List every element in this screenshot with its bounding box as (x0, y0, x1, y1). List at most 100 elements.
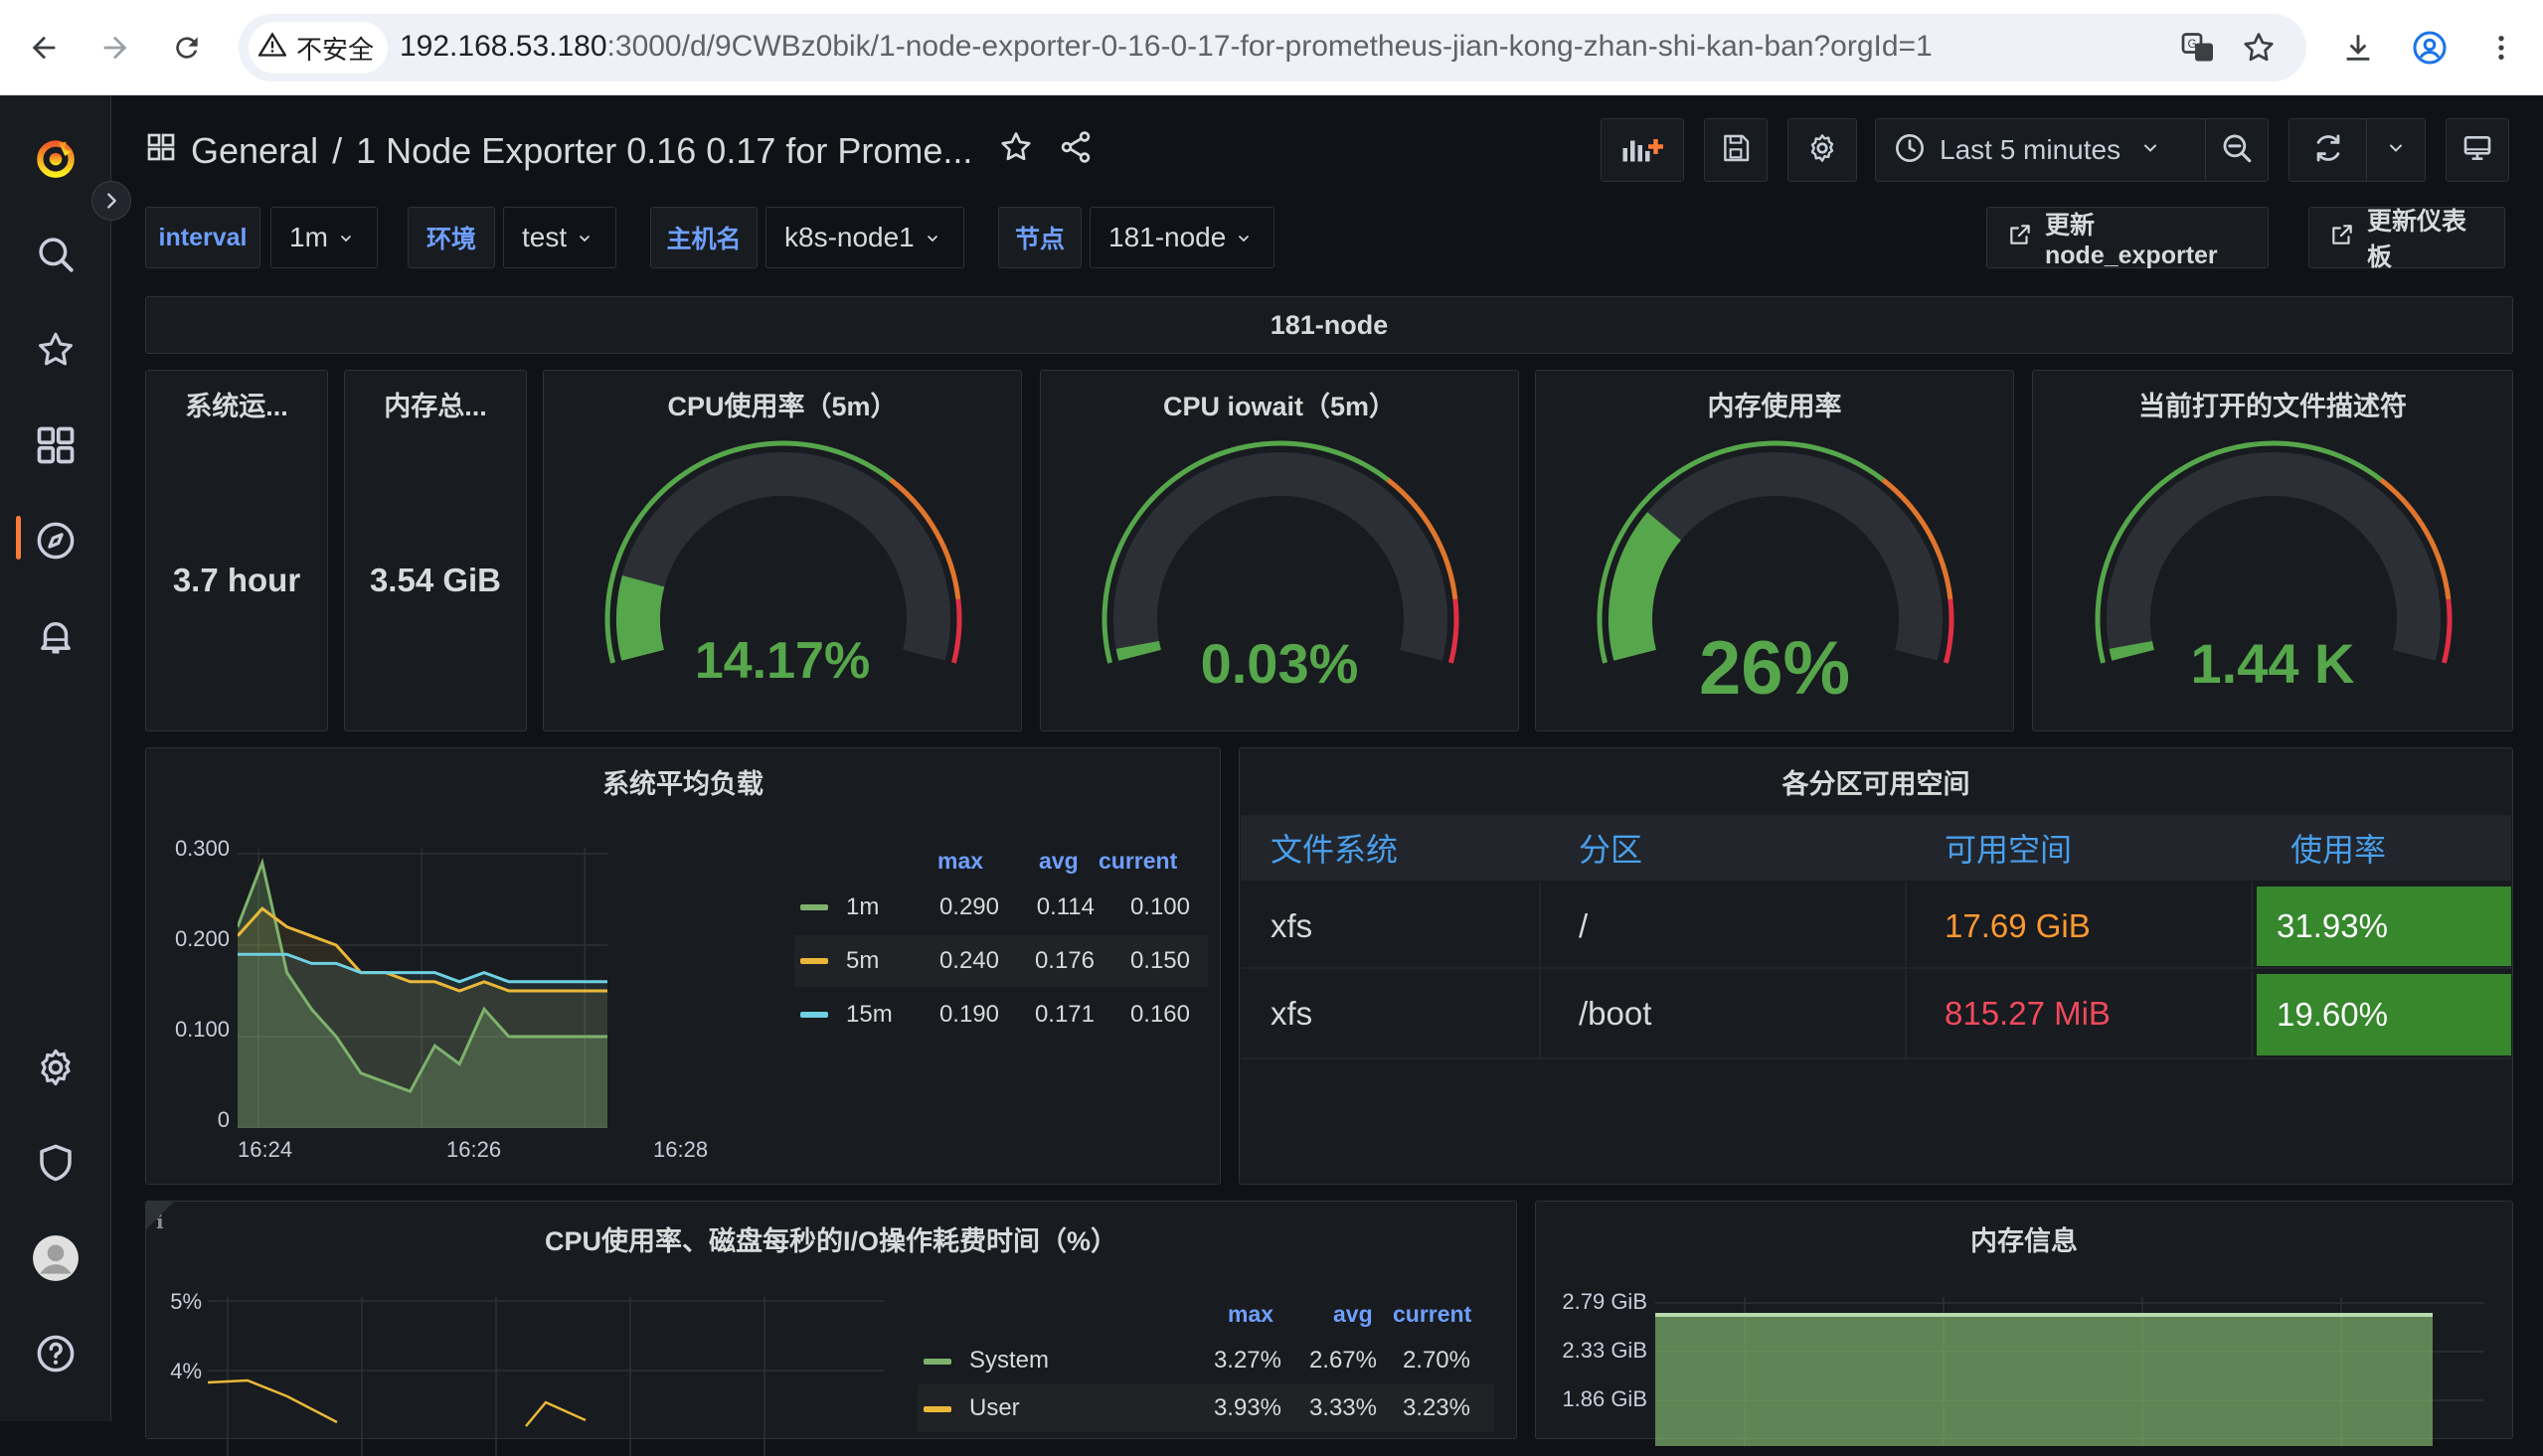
legend-header-current[interactable]: current (1393, 1301, 1472, 1327)
legend-max: 3.93% (1213, 1394, 1281, 1421)
expand-sidebar-button[interactable] (91, 181, 131, 221)
legend-series-name: User (969, 1394, 1020, 1421)
dashboards-grid-icon (145, 130, 177, 172)
variable-select-env[interactable]: test (503, 207, 616, 268)
legend-swatch (800, 1012, 828, 1018)
legend-row-user[interactable]: User 3.93% 3.33% 3.23% (918, 1384, 1494, 1432)
panel-title[interactable]: 系统平均负载 (602, 769, 763, 799)
panel-title[interactable]: 系统运... (185, 392, 288, 421)
gauge-track (2107, 452, 2441, 661)
shield-icon[interactable] (28, 1135, 84, 1191)
legend-header-max[interactable]: max (937, 848, 984, 874)
legend-series-name: 5m (846, 947, 880, 974)
legend-header-avg[interactable]: avg (1039, 848, 1079, 874)
zoom-out-button[interactable] (2205, 118, 2269, 182)
table-cell-avail: 815.27 MiB (1945, 995, 2111, 1032)
reload-icon[interactable] (159, 20, 215, 76)
panel-title[interactable]: 各分区可用空间 (1781, 769, 1970, 799)
gauge-chart (1597, 440, 1954, 664)
mark-favorite-star-icon[interactable] (998, 129, 1034, 174)
stat-value: 3.54 GiB (369, 562, 502, 598)
legend-row-5m[interactable]: 5m 0.240 0.176 0.150 (794, 935, 1208, 987)
gauge-chart (1102, 440, 1459, 664)
translate-icon[interactable]: G (2179, 30, 2217, 71)
row-divider (1241, 967, 2511, 969)
variable-label-node: 节点 (998, 207, 1082, 268)
breadcrumb-folder[interactable]: General (191, 130, 319, 171)
tv-mode-button[interactable] (2446, 118, 2509, 182)
legend-row-1m[interactable]: 1m 0.290 0.114 0.100 (794, 882, 1208, 933)
variable-select-hostname[interactable]: k8s-node1 (765, 207, 964, 268)
insecure-label: 不安全 (296, 34, 375, 65)
explore-compass-icon[interactable] (28, 513, 84, 568)
refresh-interval-dropdown[interactable] (2366, 118, 2426, 182)
grafana-logo-icon[interactable] (28, 129, 84, 185)
column-header-avail[interactable]: 可用空间 (1945, 832, 2073, 868)
panel-title[interactable]: CPU使用率（5m） (667, 392, 898, 421)
back-icon[interactable] (16, 20, 72, 76)
column-header-fs[interactable]: 文件系统 (1271, 832, 1399, 868)
alerting-bell-icon[interactable] (28, 608, 84, 664)
legend-header-max[interactable]: max (1228, 1301, 1274, 1327)
save-dashboard-button[interactable] (1704, 118, 1768, 182)
dashboard-settings-button[interactable] (1787, 118, 1857, 182)
variable-select-node[interactable]: 181-node (1090, 207, 1274, 268)
table-cell-mount: / (1579, 907, 1589, 944)
add-panel-button[interactable] (1601, 118, 1684, 182)
bookmark-star-icon[interactable] (2241, 30, 2277, 71)
panel-title[interactable]: 内存总... (384, 392, 487, 421)
dashboards-icon[interactable] (28, 417, 84, 473)
table-body (1241, 883, 2511, 1059)
gauge-value-arc (2109, 640, 2154, 661)
legend-row-15m[interactable]: 15m 0.190 0.171 0.160 (794, 989, 1208, 1041)
refresh-button[interactable] (2289, 118, 2366, 182)
panel-title[interactable]: 内存使用率 (1707, 392, 1842, 421)
time-range-picker[interactable]: Last 5 minutes (1875, 118, 2205, 182)
variable-select-interval[interactable]: 1m (270, 207, 378, 268)
cpu-user-line (208, 1378, 338, 1424)
gauge-threshold-arc (951, 598, 962, 664)
gauge-threshold-arc (889, 477, 961, 600)
site-info-chip[interactable]: 不安全 (249, 22, 389, 74)
column-header-mount[interactable]: 分区 (1579, 832, 1643, 868)
profile-icon[interactable] (2402, 20, 2458, 76)
legend-max: 0.190 (938, 1001, 999, 1028)
y-tick: 2.33 GiB (1562, 1338, 1647, 1363)
column-header-usage[interactable]: 使用率 (2290, 832, 2387, 868)
legend-current: 0.150 (1129, 947, 1190, 974)
warning-icon (257, 31, 287, 66)
download-icon[interactable] (2330, 20, 2386, 76)
y-tick: 4% (170, 1359, 202, 1383)
table-header (1241, 815, 2511, 881)
address-bar[interactable]: 不安全 192.168.53.180:3000/d/9CWBz0bik/1-no… (239, 14, 2306, 81)
update-dashboard-link[interactable]: 更新仪表板 (2308, 207, 2505, 271)
dashboard-title[interactable]: 1 Node Exporter 0.16 0.17 for Prome... (356, 130, 973, 171)
starred-icon[interactable] (28, 322, 84, 378)
legend-header-current[interactable]: current (1099, 848, 1178, 874)
variable-value: 181-node (1108, 222, 1227, 252)
panel-title[interactable]: 当前打开的文件描述符 (2138, 392, 2407, 421)
table-cell-usage: 19.60% (2257, 974, 2511, 1055)
legend-current: 2.70% (1402, 1347, 1470, 1374)
menu-icon[interactable] (2473, 20, 2529, 76)
forward-icon[interactable] (87, 20, 143, 76)
panel-title[interactable]: CPU iowait（5m） (1162, 392, 1397, 421)
y-tick: 5% (170, 1289, 202, 1314)
row-header[interactable]: 181-node (145, 296, 2513, 354)
legend-header-avg[interactable]: avg (1333, 1301, 1373, 1327)
table-cell-fs: xfs (1271, 995, 1313, 1032)
update-node-exporter-link[interactable]: 更新node_exporter (1986, 207, 2269, 269)
panel-title[interactable]: CPU使用率、磁盘每秒的I/O操作耗费时间（%） (544, 1226, 1118, 1256)
settings-gear-icon[interactable] (28, 1040, 84, 1095)
variable-value: k8s-node1 (784, 222, 915, 252)
url-text[interactable]: 192.168.53.180:3000/d/9CWBz0bik/1-node-e… (400, 30, 1933, 64)
user-avatar[interactable] (28, 1230, 84, 1286)
legend-row-system[interactable]: System 3.27% 2.67% 2.70% (918, 1337, 1494, 1384)
legend-swatch (800, 958, 828, 964)
cpu-io-chart (208, 1297, 884, 1456)
help-icon[interactable] (28, 1326, 84, 1381)
active-indicator (16, 516, 21, 560)
share-icon[interactable] (1058, 129, 1094, 174)
panel-title[interactable]: 内存信息 (1970, 1226, 2078, 1256)
search-icon[interactable] (28, 227, 84, 282)
